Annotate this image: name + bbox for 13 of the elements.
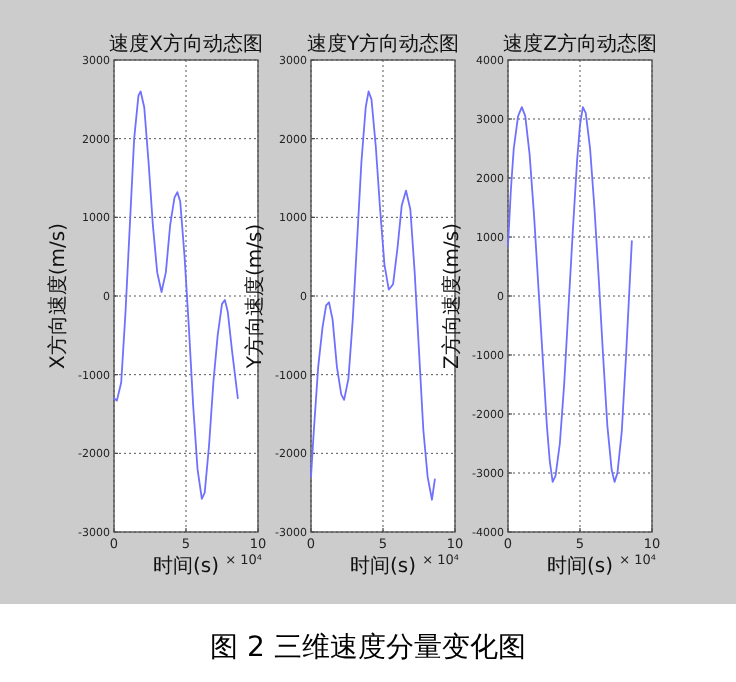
chart-title: 速度Z方向动态图 xyxy=(503,32,657,56)
x-axis-title: 时间(s) xyxy=(152,554,220,578)
y-axis-title: X方向速度(m/s) xyxy=(46,222,70,369)
y-axis-title: Y方向速度(m/s) xyxy=(243,223,267,371)
line-series xyxy=(310,90,436,501)
x-axis-title: 时间(s) xyxy=(546,554,614,578)
y-axis-title: Z方向速度(m/s) xyxy=(440,222,464,369)
line-series xyxy=(507,106,633,483)
chart-title: 速度Y方向动态图 xyxy=(306,32,460,56)
x-axis-title: 时间(s) xyxy=(349,554,417,578)
chart-title: 速度X方向动态图 xyxy=(109,32,263,56)
line-series xyxy=(113,90,239,500)
caption: 图 2 三维速度分量变化图 xyxy=(210,632,526,664)
